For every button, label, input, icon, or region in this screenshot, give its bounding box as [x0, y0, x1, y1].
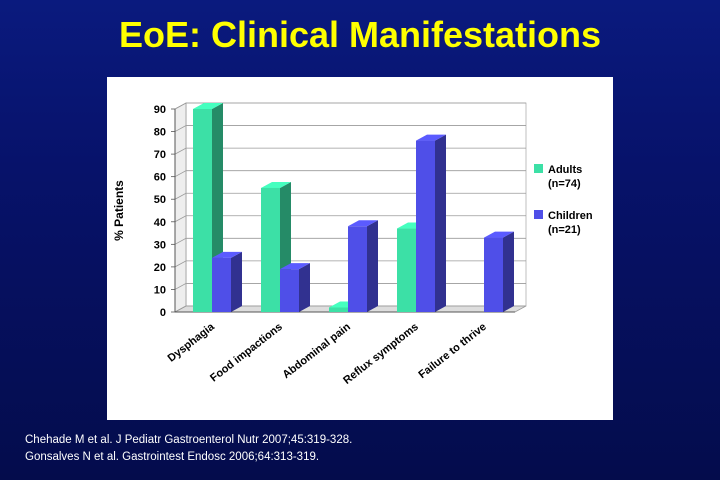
y-tick-label: 60 — [154, 172, 166, 184]
gridline — [174, 215, 526, 223]
bar-children-food-impactions — [280, 263, 310, 312]
x-tick-label: Dysphagia — [166, 320, 218, 364]
y-tick-label: 40 — [154, 217, 166, 229]
bar-children-dysphagia — [212, 251, 242, 312]
chart-panel: 0 10 20 30 40 50 60 70 80 90 % Patients Dysphagia Fo… — [107, 77, 613, 420]
bar-front — [484, 237, 503, 312]
y-axis-label: % Patients — [112, 180, 126, 241]
bar-top — [348, 220, 378, 227]
reference-2: Gonsalves N et al. Gastrointest Endosc 2… — [25, 451, 320, 463]
bar-front — [348, 226, 367, 312]
gridline — [174, 192, 526, 200]
bar-children-reflux-symptoms — [416, 134, 446, 312]
bar-top — [416, 134, 446, 141]
bar-chart: 0 10 20 30 40 50 60 70 80 90 % Patients DysphagiaFo… — [112, 102, 593, 387]
y-tick-label: 10 — [154, 284, 166, 296]
y-tick-label: 80 — [154, 127, 166, 139]
y-tick-label: 70 — [154, 149, 166, 161]
x-tick-label: Reflux symptoms — [341, 321, 421, 387]
bar-children-failure-to-thrive — [484, 231, 514, 312]
gridline — [174, 147, 526, 155]
references: Chehade M et al. J Pediatr Gastroenterol… — [25, 432, 352, 466]
bar-top — [280, 263, 310, 270]
y-tick-label: 90 — [154, 104, 166, 116]
gridline — [174, 170, 526, 178]
bar-side — [367, 220, 378, 312]
bar-front — [397, 228, 416, 312]
bar-top — [261, 181, 291, 188]
bar-front — [212, 257, 231, 312]
bar-front — [416, 140, 435, 312]
bar-front — [329, 307, 348, 312]
y-tick-label: 0 — [160, 307, 166, 319]
bar-side — [299, 263, 310, 312]
bar-children-abdominal-pain — [348, 220, 378, 312]
bar-top — [193, 103, 223, 109]
reference-1: Chehade M et al. J Pediatr Gastroenterol… — [25, 434, 353, 446]
legend-sublabel: (n=21) — [548, 224, 581, 236]
bar-front — [261, 187, 280, 312]
bar-top — [484, 231, 514, 238]
x-tick-label: Food impactions — [208, 321, 285, 385]
legend-swatch — [534, 164, 543, 173]
bar-front — [280, 269, 299, 312]
legend-swatch — [534, 210, 543, 219]
y-tick-label: 20 — [154, 262, 166, 274]
legend-sublabel: (n=74) — [548, 178, 581, 190]
side-wall — [174, 102, 187, 313]
legend-label: Adults — [548, 164, 582, 176]
bar-side — [435, 134, 446, 312]
bar-side — [231, 251, 242, 312]
x-tick-label: Failure to thrive — [416, 321, 488, 381]
bar-front — [193, 109, 212, 312]
bar-side — [503, 231, 514, 312]
y-tick-label: 50 — [154, 194, 166, 206]
slide-title: EoE: Clinical Manifestations — [118, 14, 602, 55]
x-tick-label: Abdominal pain — [280, 321, 353, 381]
gridline — [174, 102, 526, 110]
bar-top — [212, 251, 242, 258]
y-tick-label: 30 — [154, 239, 166, 251]
legend-label: Children — [548, 210, 593, 222]
gridline — [174, 125, 526, 132]
